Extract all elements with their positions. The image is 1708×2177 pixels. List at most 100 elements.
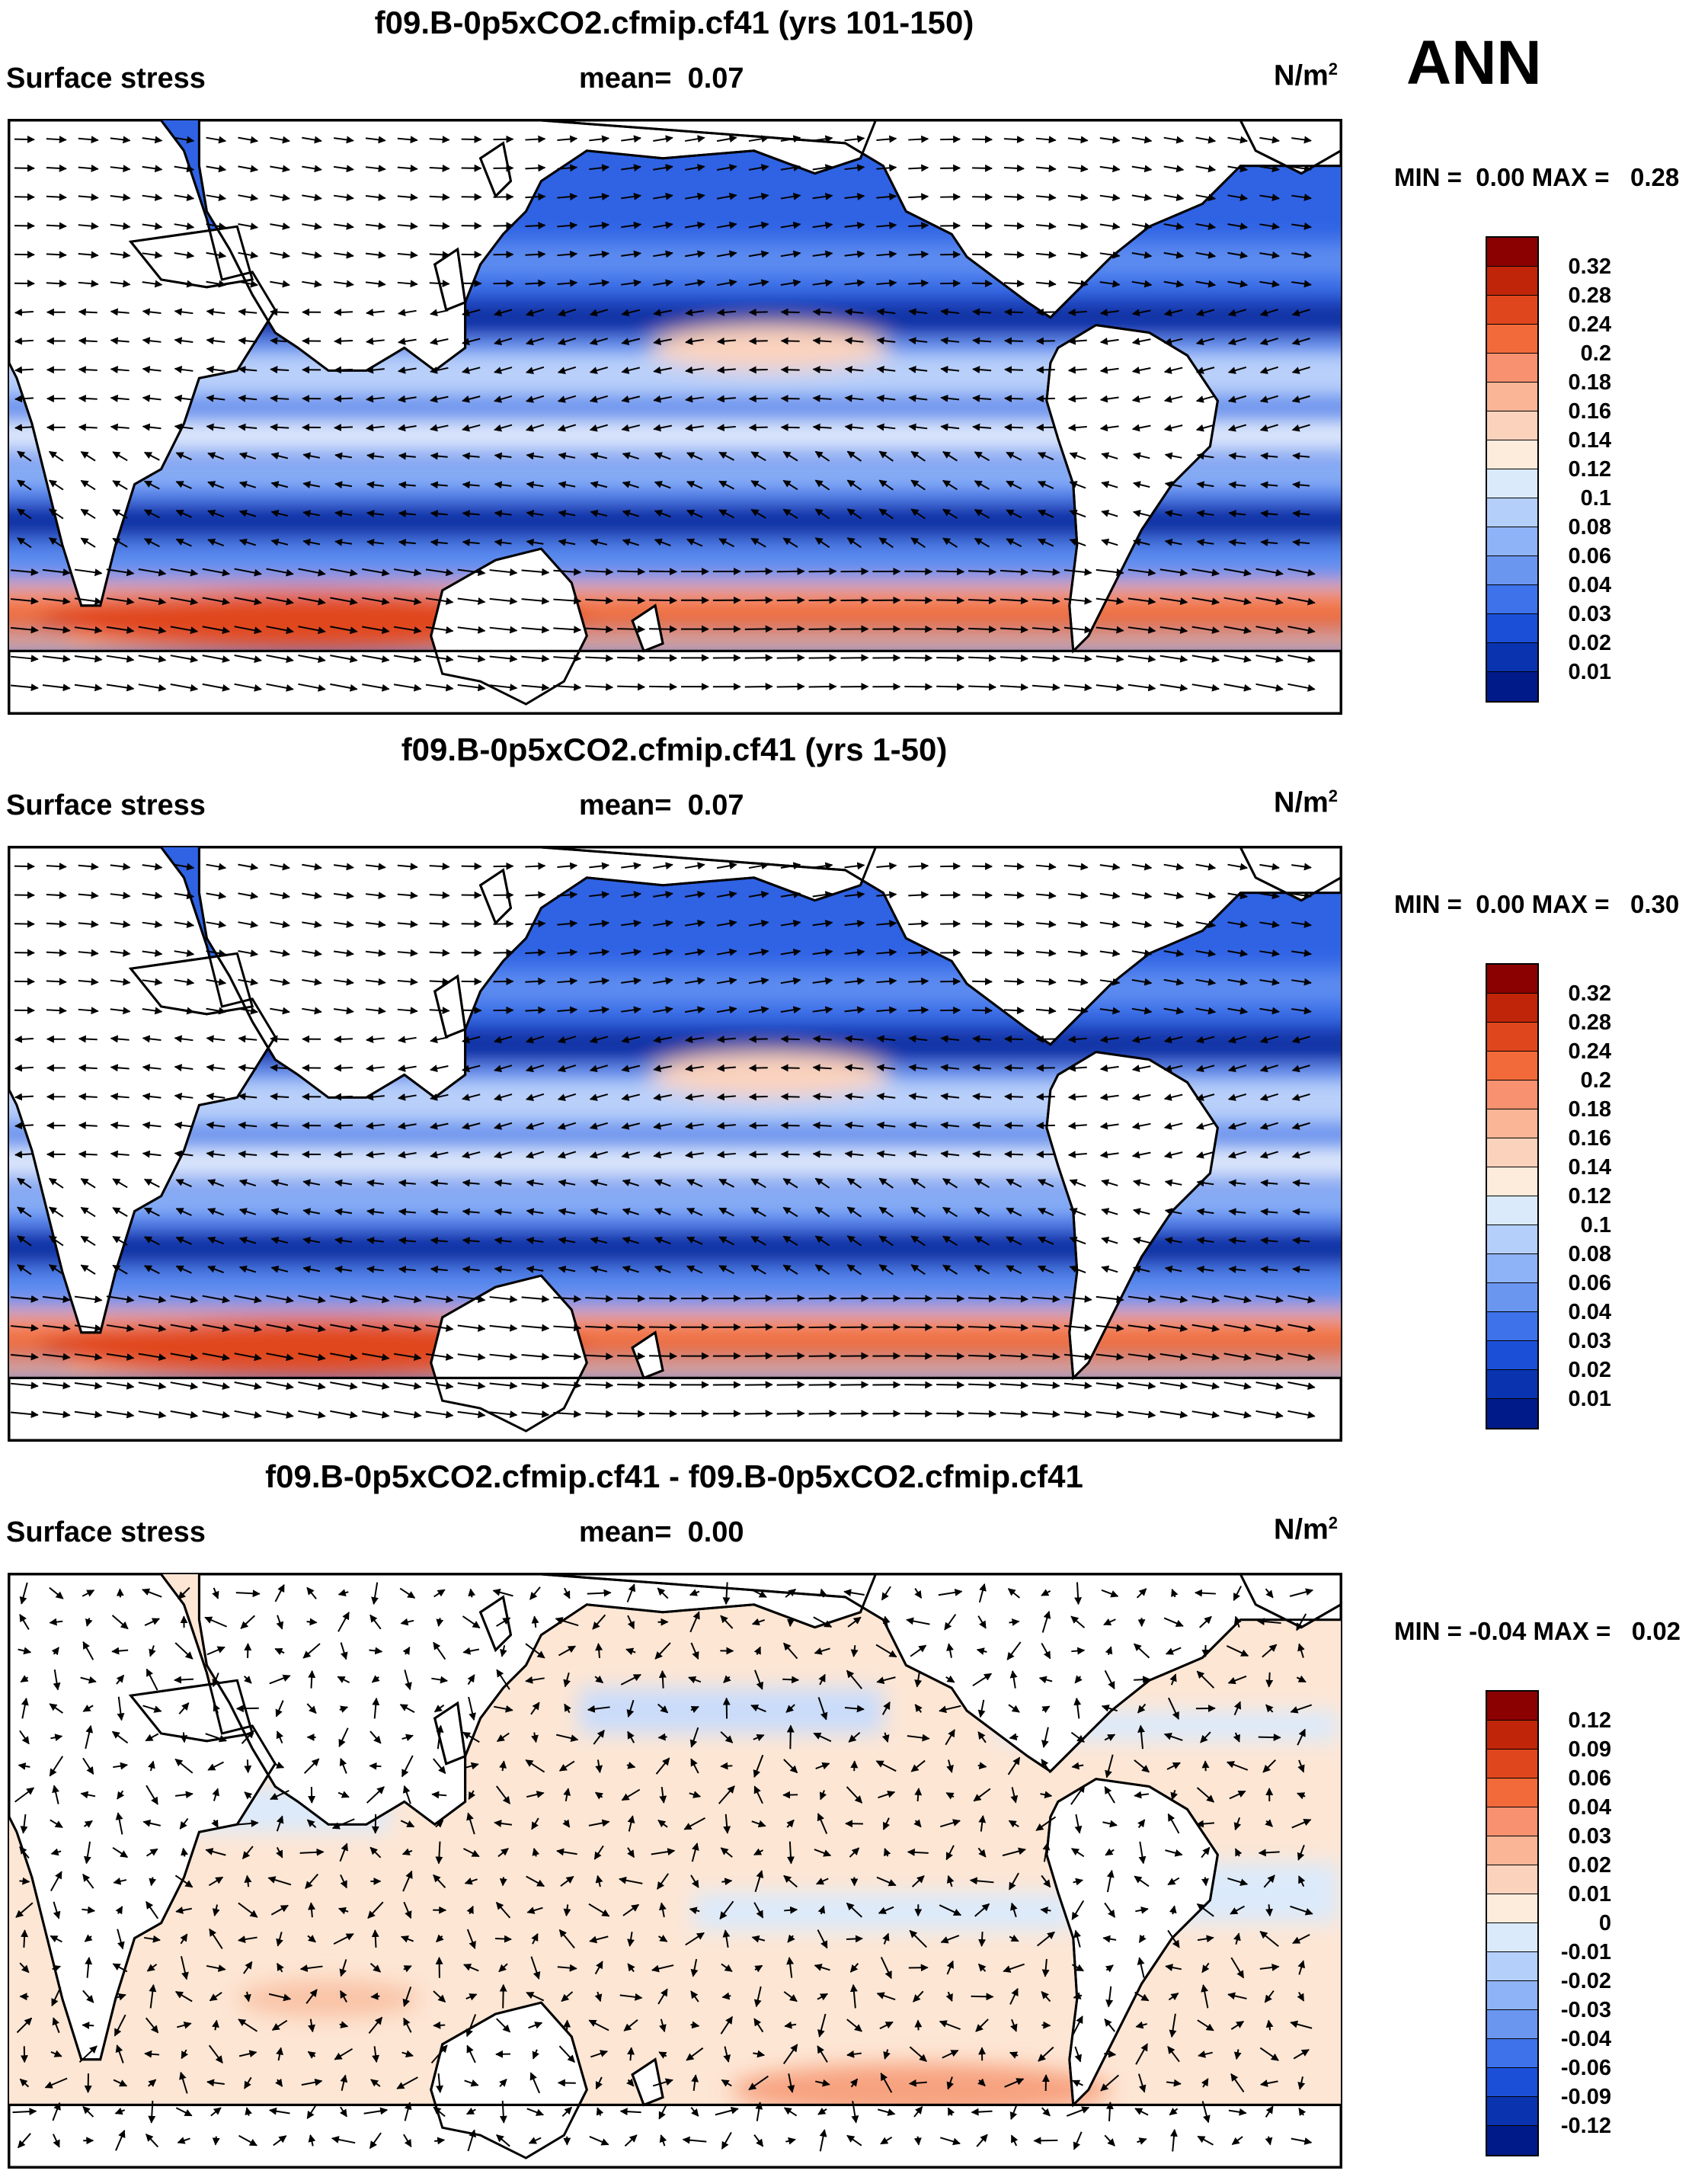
colorbar-swatch [1487, 325, 1537, 354]
colorbar-label: 0.01 [1568, 1882, 1611, 1906]
variable-label: Surface stress [6, 789, 206, 821]
colorbar-swatch [1487, 296, 1537, 325]
colorbar-swatch [1487, 1836, 1537, 1865]
colorbar-label: 0 [1598, 1911, 1611, 1935]
mean-value: 0.00 [687, 1516, 744, 1548]
colorbar-swatch [1487, 440, 1537, 469]
min-max-readout: MIN = -0.04 MAX = 0.02 [1394, 1617, 1681, 1645]
colorbar-swatch [1487, 1750, 1537, 1778]
surface-stress-map [8, 846, 1342, 1442]
colorbar-swatch [1487, 994, 1537, 1023]
map-field [9, 847, 1341, 1440]
colorbar-label: 0.14 [1568, 1155, 1611, 1180]
colorbar-swatch [1487, 965, 1537, 994]
colorbar-swatch [1487, 2039, 1537, 2068]
colorbar-swatch [1487, 354, 1537, 383]
colorbar-swatch [1487, 1399, 1537, 1428]
panel-title: f09.B-0p5xCO2.cfmip.cf41 - f09.B-0p5xCO2… [265, 1458, 1083, 1494]
min-max-readout: MIN = 0.00 MAX = 0.28 [1394, 163, 1680, 191]
mean-value: 0.07 [687, 62, 744, 94]
surface-stress-difference-map [8, 1573, 1342, 2169]
variable-label: Surface stress [6, 62, 206, 94]
colorbar-label: 0.32 [1568, 981, 1611, 1006]
colorbar [1486, 236, 1539, 703]
colorbar-swatch [1487, 498, 1537, 527]
colorbar-swatch [1487, 469, 1537, 498]
units-label: N/m2 [1274, 1513, 1339, 1546]
colorbar-label: 0.1 [1580, 1213, 1611, 1237]
colorbar-swatch [1487, 672, 1537, 701]
colorbar-label: 0.03 [1568, 1824, 1611, 1849]
colorbar-label: -0.03 [1560, 1998, 1611, 2022]
colorbar-swatch [1487, 614, 1537, 643]
colorbar-swatch [1487, 1807, 1537, 1836]
colorbar-swatch [1487, 411, 1537, 440]
colorbar-label: 0.08 [1568, 515, 1611, 539]
colorbar-swatch [1487, 267, 1537, 296]
colorbar-label: -0.04 [1560, 2027, 1611, 2051]
colorbar-label: 0.04 [1568, 1300, 1611, 1324]
colorbar-label: 0.03 [1568, 602, 1611, 626]
colorbar-label: 0.08 [1568, 1242, 1611, 1266]
colorbar-swatch [1487, 1052, 1537, 1080]
colorbar-swatch [1487, 1283, 1537, 1312]
colorbar-label: 0.12 [1568, 1184, 1611, 1209]
panel-title: f09.B-0p5xCO2.cfmip.cf41 (yrs 1-50) [401, 732, 948, 767]
colorbar-swatch [1487, 383, 1537, 411]
colorbar-label: 0.01 [1568, 1387, 1611, 1411]
colorbar-label: 0.24 [1568, 312, 1611, 337]
colorbar [1486, 1690, 1539, 2156]
colorbar-swatch [1487, 1196, 1537, 1225]
colorbar-swatch [1487, 1692, 1537, 1721]
colorbar-label: 0.04 [1568, 573, 1611, 597]
colorbar-swatch [1487, 1254, 1537, 1283]
colorbar-label: 0.01 [1568, 660, 1611, 684]
colorbar-label: 0.14 [1568, 428, 1611, 453]
colorbar-swatch [1487, 1312, 1537, 1341]
colorbar-label: 0.28 [1568, 283, 1611, 308]
colorbar-swatch [1487, 2068, 1537, 2097]
colorbar-swatch [1487, 1721, 1537, 1750]
colorbar-swatch [1487, 1865, 1537, 1894]
colorbar-swatch [1487, 585, 1537, 614]
colorbar-swatch [1487, 2010, 1537, 2039]
colorbar-label: 0.06 [1568, 1271, 1611, 1295]
colorbar-label: -0.12 [1560, 2114, 1611, 2138]
mean-value: 0.07 [687, 789, 744, 821]
units-label: N/m2 [1274, 59, 1339, 92]
colorbar-swatch [1487, 238, 1537, 267]
colorbar-swatch [1487, 556, 1537, 585]
colorbar-label: 0.2 [1580, 341, 1611, 366]
colorbar-label: 0.06 [1568, 1766, 1611, 1791]
mean-label: mean= 0.00 [579, 1516, 744, 1548]
colorbar-label: 0.2 [1580, 1068, 1611, 1093]
colorbar-swatch [1487, 1923, 1537, 1952]
colorbar-label: 0.09 [1568, 1737, 1611, 1762]
colorbar-label: 0.24 [1568, 1039, 1611, 1064]
colorbar-swatch [1487, 1138, 1537, 1167]
colorbar-label: 0.04 [1568, 1795, 1611, 1820]
colorbar-swatch [1487, 527, 1537, 556]
colorbar-label: 0.03 [1568, 1329, 1611, 1353]
colorbar-label: 0.16 [1568, 399, 1611, 424]
map-field [9, 1574, 1341, 2167]
colorbar-label: 0.02 [1568, 1358, 1611, 1382]
colorbar-swatch [1487, 2097, 1537, 2126]
colorbar-label: 0.28 [1568, 1010, 1611, 1035]
surface-stress-map [8, 119, 1342, 715]
season-label: ANN [1406, 28, 1542, 98]
min-max-readout: MIN = 0.00 MAX = 0.30 [1394, 890, 1680, 918]
colorbar-label: 0.18 [1568, 1097, 1611, 1122]
panel-title: f09.B-0p5xCO2.cfmip.cf41 (yrs 101-150) [374, 5, 974, 40]
colorbar-swatch [1487, 1109, 1537, 1138]
colorbar-swatch [1487, 643, 1537, 672]
colorbar-label: 0.16 [1568, 1126, 1611, 1151]
colorbar [1486, 963, 1539, 1429]
colorbar-swatch [1487, 2126, 1537, 2155]
colorbar-label: 0.02 [1568, 1853, 1611, 1878]
colorbar-swatch [1487, 1225, 1537, 1254]
colorbar-swatch [1487, 1894, 1537, 1923]
colorbar-label: -0.02 [1560, 1969, 1611, 1993]
map-field [9, 120, 1341, 713]
colorbar-label: 0.12 [1568, 457, 1611, 482]
